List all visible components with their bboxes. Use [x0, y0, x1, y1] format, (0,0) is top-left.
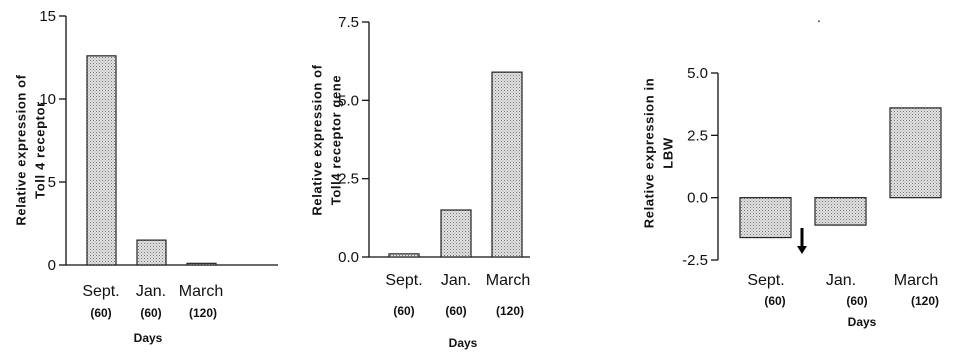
y-tick-label: 0 [48, 257, 56, 274]
category-label: Sept. [747, 272, 784, 289]
y-tick-label: 5.0 [687, 65, 708, 82]
y-axis-label-line: Relative expression of [14, 74, 29, 225]
y-axis-label-line: Relative expression of [310, 64, 325, 215]
y-axis-label-line: Toll 4 receptor [33, 101, 48, 199]
bar-sept [739, 197, 792, 239]
down-arrow-head [797, 246, 807, 254]
y-tick-label: -2.5 [682, 252, 708, 269]
category-label: Sept. [385, 272, 422, 289]
stray-dot: . [817, 9, 821, 25]
category-sublabel: (60) [764, 294, 785, 308]
bar-march [491, 71, 523, 258]
y-tick-label: 0.0 [338, 249, 359, 266]
y-axis-label: Relative expression in LBW [642, 78, 676, 228]
category-sublabel: (120) [496, 304, 524, 318]
bar-march [186, 262, 217, 266]
chart-1: 0 5 10 15 Sept. Jan. March (60) (60) (120) Days Rel… [14, 8, 278, 345]
x-axis-label: Days [449, 336, 478, 350]
down-arrow-icon [797, 228, 807, 254]
category-label: Jan. [826, 272, 856, 289]
category-sublabel: (60) [90, 306, 111, 320]
category-sublabel: (60) [140, 306, 161, 320]
y-tick-label: 0.0 [687, 190, 708, 207]
category-sublabel: (60) [846, 294, 867, 308]
y-tick-label: 2.5 [338, 171, 359, 188]
y-tick-label: 15 [39, 8, 56, 25]
category-label: March [486, 272, 530, 289]
chart-3: -2.5 0.0 2.5 5.0 Sept. Jan. March (60) (60) (120)… [642, 65, 942, 329]
category-label: March [894, 272, 938, 289]
bar-jan [814, 197, 867, 226]
category-label: Jan. [136, 283, 166, 300]
bar-jan [136, 239, 167, 266]
category-label: Jan. [441, 272, 471, 289]
y-tick-label: 10 [39, 91, 56, 108]
y-axis-label-line: Toll4 receptor gene [329, 75, 344, 205]
category-sublabel: (120) [911, 294, 939, 308]
y-tick-label: 5 [48, 174, 56, 191]
bar-march [889, 107, 942, 199]
y-axis-label: Relative expression of Toll4 receptor gen… [310, 64, 344, 215]
category-sublabel: (120) [189, 306, 217, 320]
y-axis-label: Relative expression of Toll 4 receptor [14, 74, 48, 225]
y-tick-label: 2.5 [687, 127, 708, 144]
chart-2: 0.0 2.5 5.0 7.5 Sept. Jan. March (60) (60) (120) D… [310, 14, 531, 350]
y-axis-label-line: LBW [661, 137, 676, 169]
x-axis-label: Days [848, 315, 877, 329]
category-sublabel: (60) [393, 304, 414, 318]
y-tick-label: 7.5 [338, 14, 359, 31]
bar-jan [440, 209, 472, 258]
bar-sept [388, 253, 420, 258]
category-sublabel: (60) [445, 304, 466, 318]
x-axis-label: Days [134, 331, 163, 345]
y-tick-label: 5.0 [338, 92, 359, 109]
y-axis-label-line: Relative expression in [642, 78, 657, 228]
category-label: March [179, 283, 223, 300]
bar-sept [86, 55, 117, 266]
category-label: Sept. [82, 283, 119, 300]
